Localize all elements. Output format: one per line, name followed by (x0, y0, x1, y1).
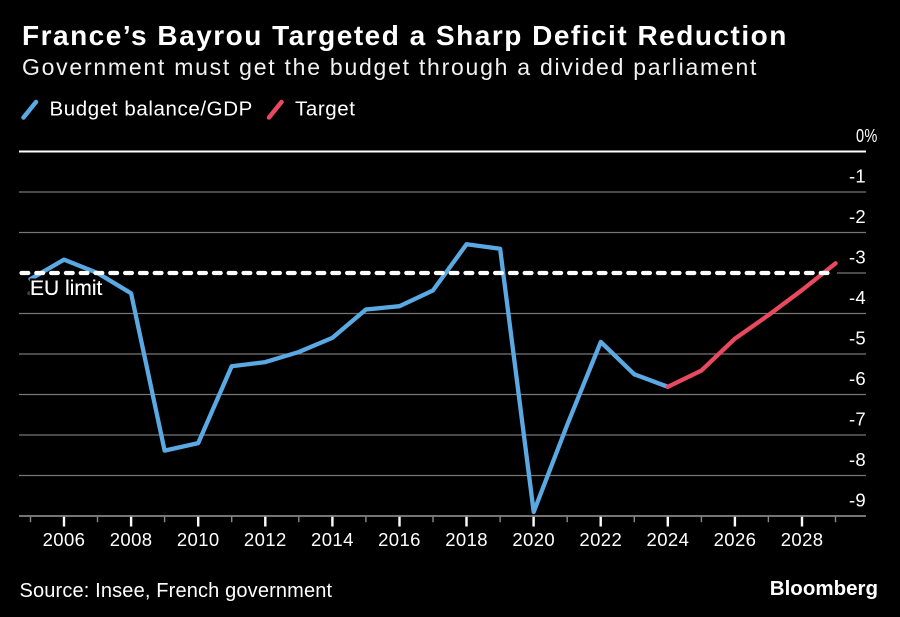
svg-text:EU limit: EU limit (30, 277, 102, 300)
svg-text:-8: -8 (849, 449, 866, 470)
svg-text:2016: 2016 (378, 529, 421, 550)
svg-text:Government must get the budget: Government must get the budget through a… (22, 54, 758, 80)
svg-text:-7: -7 (849, 409, 866, 430)
svg-text:-9: -9 (849, 490, 866, 511)
svg-text:0%: 0% (856, 125, 878, 146)
svg-text:2026: 2026 (714, 529, 757, 550)
svg-text:2024: 2024 (647, 529, 690, 550)
svg-text:Budget balance/GDP: Budget balance/GDP (50, 98, 253, 121)
svg-text:2028: 2028 (781, 529, 824, 550)
svg-text:2014: 2014 (311, 529, 354, 550)
svg-text:Source: Insee, French governme: Source: Insee, French government (20, 580, 333, 602)
svg-text:France’s Bayrou Targeted a Sha: France’s Bayrou Targeted a Sharp Deficit… (22, 20, 788, 51)
svg-text:Bloomberg: Bloomberg (770, 577, 878, 600)
svg-text:-1: -1 (849, 166, 866, 187)
svg-text:2018: 2018 (445, 529, 488, 550)
svg-text:-5: -5 (849, 328, 866, 349)
svg-text:-4: -4 (849, 287, 866, 308)
svg-text:2020: 2020 (512, 529, 555, 550)
svg-text:Target: Target (295, 98, 356, 121)
svg-text:-3: -3 (849, 247, 866, 268)
svg-text:2012: 2012 (244, 529, 287, 550)
svg-text:-6: -6 (849, 368, 866, 389)
svg-text:2008: 2008 (110, 529, 153, 550)
svg-text:2022: 2022 (579, 529, 622, 550)
svg-text:-2: -2 (849, 206, 866, 227)
svg-text:2010: 2010 (177, 529, 220, 550)
svg-text:EU limit: EU limit (30, 277, 102, 300)
svg-text:2006: 2006 (43, 529, 86, 550)
